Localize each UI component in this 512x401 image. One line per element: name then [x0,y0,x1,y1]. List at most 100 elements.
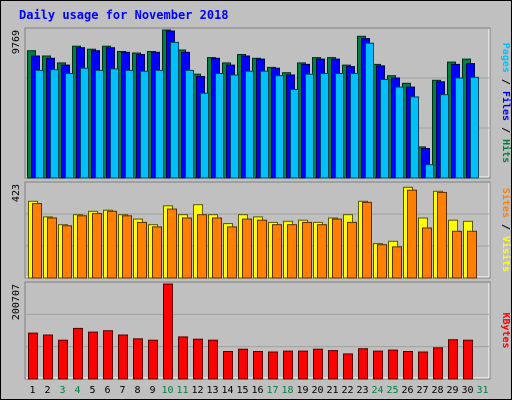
bar-kbytes-day-7 [118,334,128,380]
legend-part: Visits [500,236,512,272]
x-tick-day-8: 8 [134,385,140,396]
bar-pages-day-26 [410,96,419,179]
x-tick-day-26: 26 [401,385,413,396]
bar-sites-day-8 [137,221,147,279]
bar-pages-day-29 [455,77,464,179]
bar-pages-day-20 [320,73,329,179]
bar-pages-day-11 [185,69,194,179]
bar-kbytes-day-15 [238,348,248,380]
bar-sites-day-27 [422,227,432,279]
bar-pages-day-28 [440,94,449,179]
bar-pages-day-16 [260,70,269,179]
bar-pages-day-8 [140,70,149,179]
legend-part: / [500,73,511,91]
bar-kbytes-day-14 [223,351,233,380]
bar-sites-day-9 [152,226,162,279]
bar-sites-day-15 [242,218,252,279]
bar-sites-day-5 [92,213,102,279]
bar-kbytes-day-28 [433,347,443,380]
bar-pages-day-21 [335,73,344,179]
bar-kbytes-day-23 [358,348,368,380]
bar-pages-day-3 [65,73,74,179]
x-tick-day-24: 24 [371,385,383,396]
x-tick-day-23: 23 [356,385,368,396]
bar-kbytes-day-2 [43,334,53,380]
bar-sites-day-10 [167,208,177,279]
bar-kbytes-day-17 [268,351,278,380]
bar-sites-day-14 [227,226,237,279]
x-tick-day-22: 22 [341,385,353,396]
x-tick-day-30: 30 [461,385,473,396]
legend-part: Files [500,91,512,121]
x-tick-day-29: 29 [446,385,458,396]
legend-part: Hits [500,139,512,163]
bar-pages-day-13 [215,73,224,179]
bar-sites-day-20 [317,224,327,279]
bar-kbytes-day-6 [103,330,113,380]
legend-part: / [500,121,511,139]
bar-pages-day-22 [350,73,359,179]
x-tick-day-7: 7 [119,385,125,396]
bar-kbytes-day-4 [73,327,83,380]
bar-kbytes-day-16 [253,351,263,380]
legend-part: / [500,218,511,236]
bar-sites-day-2 [47,217,57,279]
bar-kbytes-day-5 [88,331,98,380]
bar-sites-day-16 [257,219,267,279]
x-tick-day-4: 4 [74,385,80,396]
bar-kbytes-day-8 [133,338,143,380]
x-tick-day-2: 2 [44,385,50,396]
bar-sites-day-13 [212,217,222,279]
bar-pages-day-7 [125,69,134,179]
vertical-legend: Sites / Visits [500,188,512,272]
bar-pages-day-15 [245,70,254,179]
bar-kbytes-day-18 [283,350,293,380]
bar-sites-day-12 [197,214,207,279]
legend-part: Sites [500,188,512,218]
bar-pages-day-10 [170,41,179,179]
x-tick-day-17: 17 [266,385,278,396]
bar-kbytes-day-20 [313,348,323,380]
legend-part: Pages [500,43,511,73]
bar-kbytes-day-11 [178,336,188,380]
bar-kbytes-day-13 [208,339,218,380]
x-tick-day-14: 14 [221,385,233,396]
x-tick-day-18: 18 [281,385,293,396]
bar-pages-day-5 [95,69,104,179]
x-tick-day-25: 25 [386,385,398,396]
bar-kbytes-day-25 [388,349,398,380]
x-tick-day-31: 31 [476,385,488,396]
vertical-legend: Pages / Files / Hits [500,43,512,163]
panel-hits-files-pages: 9769 Pages / Files / Hits [11,27,512,179]
bar-pages-day-30 [470,76,479,179]
bar-pages-day-1 [35,69,44,179]
bar-pages-day-27 [425,164,434,179]
x-tick-day-3: 3 [59,385,65,396]
x-tick-day-1: 1 [29,385,35,396]
bar-sites-day-18 [287,224,297,279]
x-tick-day-28: 28 [431,385,443,396]
bar-kbytes-day-21 [328,350,338,380]
bar-sites-day-4 [77,215,87,279]
bar-pages-day-19 [305,73,314,179]
bar-pages-day-4 [80,67,89,179]
chart-title: Daily usage for November 2018 [19,8,229,22]
x-tick-day-19: 19 [296,385,308,396]
bar-sites-day-24 [377,244,387,279]
bar-kbytes-day-19 [298,350,308,380]
bar-kbytes-day-22 [343,353,353,380]
legend-part: KBytes [500,312,511,348]
bar-kbytes-day-26 [403,351,413,380]
y-max-label: 9769 [11,30,22,54]
bar-sites-day-11 [182,217,192,279]
bar-sites-day-6 [107,210,117,279]
bar-kbytes-day-29 [448,339,458,380]
x-tick-day-5: 5 [89,385,95,396]
bar-sites-day-23 [362,201,372,279]
x-tick-day-15: 15 [236,385,248,396]
bar-sites-day-28 [437,191,447,279]
x-tick-day-9: 9 [149,385,155,396]
bar-sites-day-25 [392,246,402,279]
bar-kbytes-day-12 [193,338,203,380]
